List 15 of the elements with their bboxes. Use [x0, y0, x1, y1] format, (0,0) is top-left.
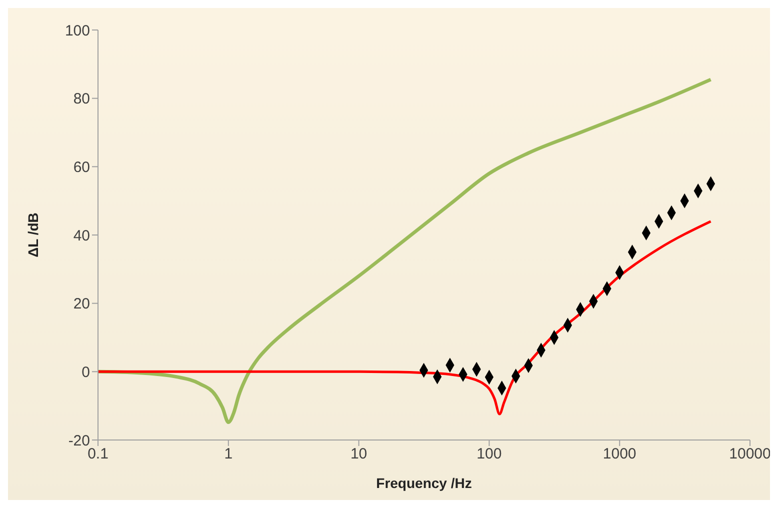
y-tick-label: 40 — [73, 227, 90, 244]
x-tick-label: 1000 — [602, 446, 636, 463]
x-tick-label: 0.1 — [88, 446, 108, 463]
y-tick-label: 80 — [73, 90, 90, 108]
y-tick-label: 100 — [64, 22, 90, 40]
y-tick-label: 0 — [82, 364, 90, 381]
x-tick-label: 10000 — [729, 446, 771, 463]
x-tick-label: 10 — [350, 446, 368, 463]
x-tick-label: 100 — [476, 446, 502, 463]
x-tick-label: 1 — [224, 446, 233, 463]
y-tick-label: 60 — [73, 158, 90, 176]
y-axis-title: ΔL /dB — [24, 212, 41, 258]
x-axis-title: Frequency /Hz — [376, 475, 472, 491]
y-tick-label: 20 — [73, 296, 90, 313]
y-tick-label: -20 — [68, 432, 90, 450]
